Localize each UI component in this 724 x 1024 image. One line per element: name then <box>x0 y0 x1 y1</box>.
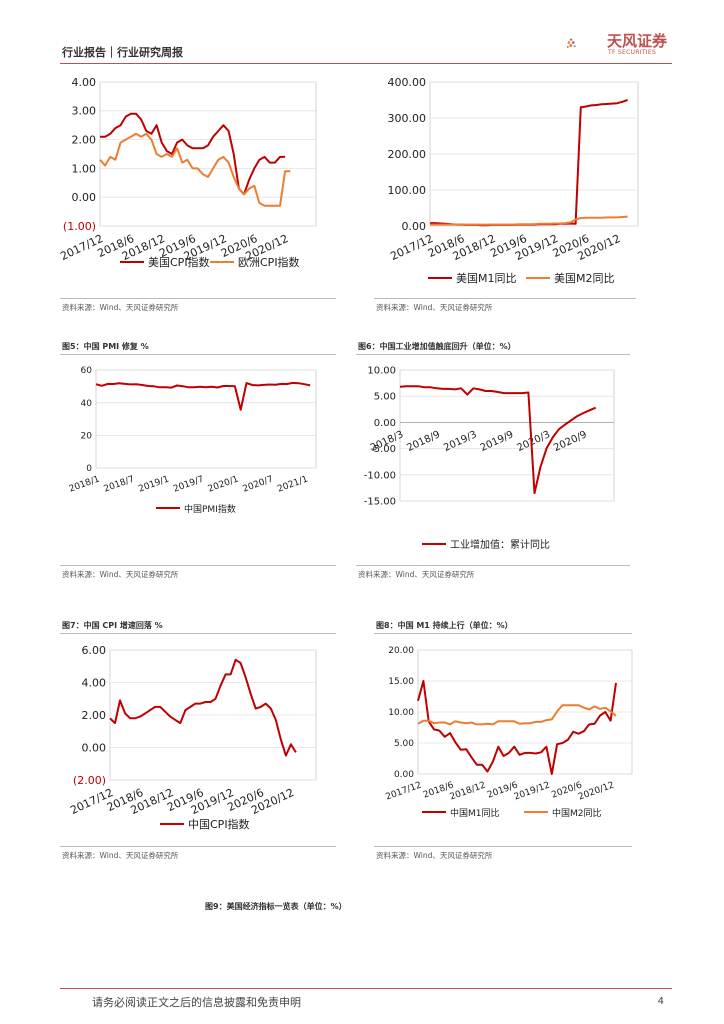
x-tick-label: 2019/1 <box>137 474 170 494</box>
legend-label: 欧洲CPI指数 <box>238 255 300 269</box>
source-note: 资料来源：Wind、天风证券研究所 <box>62 851 179 860</box>
china-cpi-chart: 6.004.002.000.00(2.00)2017/122018/62018/… <box>68 644 317 831</box>
x-tick-label: 2020/12 <box>577 780 616 802</box>
source-note: 资料来源：Wind、天风证券研究所 <box>376 851 493 860</box>
y-tick-label: (2.00) <box>73 774 106 787</box>
legend-label: 美国M1同比 <box>456 272 517 285</box>
legend-label: 中国M2同比 <box>552 807 602 819</box>
figure8-caption: 图8：中国 M1 持续上行（单位：%） <box>376 621 513 630</box>
footer-divider <box>60 988 672 989</box>
y-tick-label: 400.00 <box>388 76 427 89</box>
series-line <box>417 704 617 726</box>
legend-label: 美国CPI指数 <box>148 255 210 269</box>
report-header: 行业报告｜行业研究周报 <box>62 46 183 59</box>
y-tick-label: 20.00 <box>388 646 414 656</box>
header-divider <box>60 63 672 64</box>
figure5-caption: 图5：中国 PMI 修复 % <box>62 342 149 351</box>
y-tick-label: 10.00 <box>388 708 414 718</box>
x-tick-label: 2018/7 <box>103 474 136 494</box>
series-line <box>109 658 297 757</box>
us-m1-m2-chart: 400.00300.00200.00100.000.002017/122018/… <box>388 76 639 285</box>
source-note: 资料来源：Wind、天风证券研究所 <box>358 570 475 579</box>
x-tick-label: 2020/7 <box>242 474 275 494</box>
x-tick-label: 2019/7 <box>172 474 205 494</box>
y-tick-label: -5.00 <box>370 444 396 455</box>
series-line <box>430 99 628 227</box>
y-tick-label: 4.00 <box>82 676 107 689</box>
y-tick-label: 10.00 <box>367 366 396 377</box>
china-m1-m2-chart: 20.0015.0010.005.000.002017/122018/62018… <box>384 646 633 819</box>
logo-name: 天风证券 <box>607 32 668 50</box>
y-tick-label: 0.00 <box>82 741 107 754</box>
y-tick-label: (1.00) <box>63 220 96 233</box>
y-tick-label: 3.00 <box>72 105 97 118</box>
y-tick-label: 6.00 <box>82 644 107 657</box>
x-tick-label: 2018/12 <box>449 780 488 802</box>
y-tick-label: 5.00 <box>394 739 414 749</box>
legend-label: 美国M2同比 <box>554 272 615 285</box>
us-eu-cpi-chart: 4.003.002.001.000.00(1.00)2017/122018/62… <box>58 76 317 269</box>
y-tick-label: 40 <box>81 399 93 409</box>
series-line <box>100 112 286 196</box>
y-tick-label: 0.00 <box>394 770 414 780</box>
logo-sub: TF SECURITIES <box>608 49 657 56</box>
figure9-caption: 图9：美国经济指标一览表（单位：%） <box>205 902 347 911</box>
y-tick-label: 1.00 <box>72 162 97 175</box>
y-tick-label: 0 <box>86 464 92 474</box>
y-tick-label: 200.00 <box>388 148 427 161</box>
y-tick-label: -15.00 <box>364 497 396 508</box>
source-note: 资料来源：Wind、天风证券研究所 <box>62 570 179 579</box>
legend-label: 中国PMI指数 <box>184 503 236 515</box>
x-tick-label: 2017/12 <box>384 780 423 802</box>
x-tick-label: 2019/12 <box>513 780 552 802</box>
x-tick-label: 2019/9 <box>479 429 516 454</box>
x-tick-label: 2021/1 <box>276 474 309 494</box>
source-note: 资料来源：Wind、天风证券研究所 <box>376 303 493 312</box>
y-tick-label: 0.00 <box>402 220 427 233</box>
series-line <box>95 381 311 411</box>
y-tick-label: 300.00 <box>388 112 427 125</box>
series-line <box>399 385 597 495</box>
figure7-caption: 图7：中国 CPI 增速回落 % <box>62 621 163 630</box>
y-tick-label: 4.00 <box>72 76 97 89</box>
figure6-caption: 图6：中国工业增加值触底回升（单位：%） <box>358 342 516 351</box>
series-line <box>99 132 291 207</box>
x-tick-label: 2018/1 <box>68 474 101 494</box>
x-tick-label: 2020/9 <box>552 429 589 454</box>
series-line <box>430 215 628 226</box>
x-tick-label: 2018/9 <box>405 429 442 454</box>
legend-label: 中国M1同比 <box>450 807 500 819</box>
y-tick-label: -10.00 <box>364 470 396 481</box>
page-number: 4 <box>657 996 664 1007</box>
y-tick-label: 15.00 <box>388 677 414 687</box>
y-tick-label: 2.00 <box>82 709 107 722</box>
series-line <box>417 680 617 775</box>
y-tick-label: 60 <box>81 366 93 376</box>
y-tick-label: 20 <box>81 431 93 441</box>
x-tick-label: 2020/1 <box>207 474 240 494</box>
tf-logo-icon <box>566 38 576 48</box>
y-tick-label: 100.00 <box>388 184 427 197</box>
y-tick-label: 0.00 <box>72 191 97 204</box>
x-tick-label: 2019/3 <box>442 429 479 454</box>
disclaimer: 请务必阅读正文之后的信息披露和免责申明 <box>92 996 301 1009</box>
y-tick-label: 2.00 <box>72 133 97 146</box>
source-note: 资料来源：Wind、天风证券研究所 <box>62 303 179 312</box>
plot-frame <box>99 81 317 227</box>
legend-label: 中国CPI指数 <box>188 817 250 831</box>
legend-label: 工业增加值：累计同比 <box>450 538 550 551</box>
y-tick-label: 0.00 <box>374 418 396 429</box>
y-tick-label: 5.00 <box>374 392 396 403</box>
